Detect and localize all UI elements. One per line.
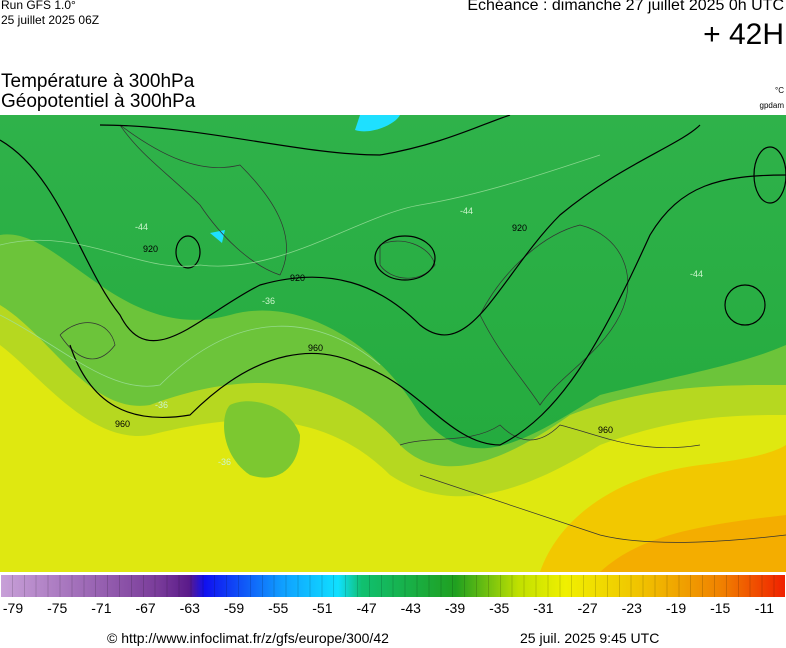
temperature-field xyxy=(224,401,300,478)
run: Run GFS 1.0° xyxy=(1,0,76,12)
unit: °C xyxy=(775,86,784,95)
colorbar-label: -63 xyxy=(179,600,200,616)
contour-label: -36 xyxy=(218,457,231,467)
contour-label: -44 xyxy=(135,222,148,232)
colorbar-label: -55 xyxy=(268,600,289,616)
colorbar-label: -59 xyxy=(223,600,245,616)
colorbar-label: -51 xyxy=(312,600,333,616)
field-title: Géopotentiel à 300hPa xyxy=(1,91,196,112)
colorbar-label: -67 xyxy=(135,600,156,616)
unit: gpdam xyxy=(759,101,784,110)
colorbar-label: -31 xyxy=(533,600,554,616)
contour-label: 920 xyxy=(290,273,305,283)
contour-label: 920 xyxy=(512,223,527,233)
contour-label: 960 xyxy=(598,425,613,435)
contour-label: -44 xyxy=(690,269,703,279)
colorbar-label: -71 xyxy=(91,600,112,616)
temperature-field xyxy=(210,230,225,243)
colorbar-label: -19 xyxy=(665,600,687,616)
temperature-contours xyxy=(0,154,601,387)
colorbar-label: -23 xyxy=(621,600,642,616)
colorbar-label: -11 xyxy=(754,600,774,616)
contour-label: -36 xyxy=(155,400,168,410)
geopotential-contours xyxy=(0,115,786,446)
field-title: Température à 300hPa xyxy=(1,71,195,92)
colorbar-label: -43 xyxy=(400,600,421,616)
colorbar-label: -75 xyxy=(47,600,68,616)
lead-time: + 42H xyxy=(703,18,784,51)
colorbar-label: -47 xyxy=(356,600,377,616)
temperature-field xyxy=(600,515,786,572)
colorbar-label: -35 xyxy=(489,600,510,616)
source-url: © http://www.infoclimat.fr/z/gfs/europe/… xyxy=(107,630,389,646)
valid-time: Echéance : dimanche 27 juillet 2025 0h U… xyxy=(467,0,784,14)
issue-date: 25 juil. 2025 9:45 UTC xyxy=(520,630,660,646)
colorbar-label: -27 xyxy=(577,600,598,616)
contour-label: -36 xyxy=(262,296,275,306)
contour-label: 960 xyxy=(308,343,323,353)
colorbar-label: -79 xyxy=(2,600,24,616)
map: 920 920 920 960 960 960 -44 -44 -44 -36 -36 -36 xyxy=(0,115,786,572)
colorbar-label: -15 xyxy=(710,600,731,616)
contour-label: -44 xyxy=(460,206,473,216)
run-date: 25 juillet 2025 06Z xyxy=(1,13,100,27)
temperature-field xyxy=(355,115,400,132)
colorbar-label: -39 xyxy=(444,600,466,616)
contour-label: 960 xyxy=(115,419,130,429)
colorbar xyxy=(1,575,785,597)
contour-label: 920 xyxy=(143,244,158,254)
coastlines xyxy=(59,124,786,543)
